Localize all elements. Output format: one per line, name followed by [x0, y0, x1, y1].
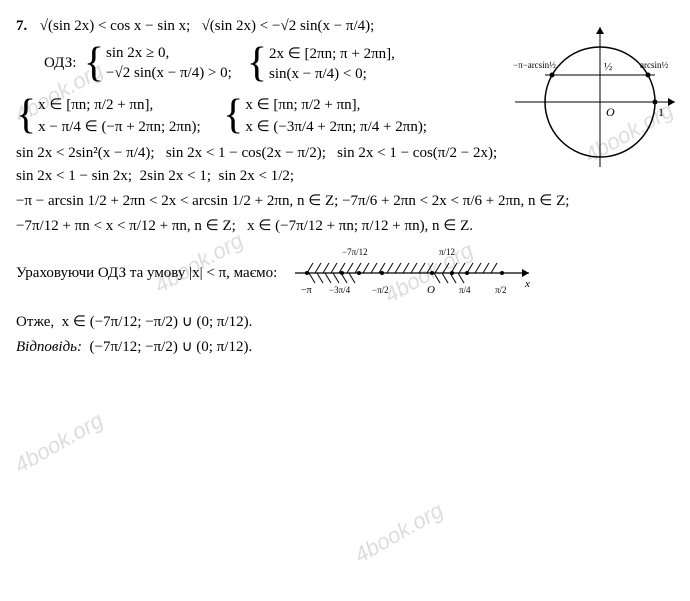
- system-2: { 2x ∈ [2πn; π + 2πn], sin(x − π/4) < 0;: [247, 41, 395, 86]
- expr-8a: −7π/12 + πn < x < π/12 + πn, n ∈ Z;: [16, 218, 236, 234]
- svg-text:π/12: π/12: [439, 247, 455, 257]
- deriv-line-6: sin 2x < 1 − sin 2x; 2sin 2x < 1; sin 2x…: [16, 168, 674, 185]
- svg-text:−π/2: −π/2: [372, 285, 389, 295]
- expr-6b: 2sin 2x < 1;: [140, 168, 211, 184]
- svg-text:−3π/4: −3π/4: [329, 285, 351, 295]
- svg-text:−7π/12: −7π/12: [342, 247, 368, 257]
- problem-number: 7.: [16, 18, 36, 35]
- expr-7: −π − arcsin 1/2 + 2πn < 2x < arcsin 1/2 …: [16, 193, 569, 209]
- number-line-diagram: −π −3π/4 −π/2 O π/4 π/2 −7π/12 π/12 x: [287, 241, 537, 306]
- svg-text:−π: −π: [301, 285, 312, 296]
- problem-line-1: 7. √(sin 2x) < cos x − sin x; √(sin 2x) …: [16, 18, 674, 35]
- system-1: { sin 2x ≥ 0, −√2 sin(x − π/4) > 0;: [84, 42, 232, 85]
- odz-row: ОДЗ: { sin 2x ≥ 0, −√2 sin(x − π/4) > 0;…: [44, 41, 674, 86]
- deriv-line-8: −7π/12 + πn < x < π/12 + πn, n ∈ Z; x ∈ …: [16, 216, 674, 235]
- sys2-line-b: sin(x − π/4) < 0;: [269, 66, 395, 83]
- svg-text:π/2: π/2: [495, 285, 507, 295]
- expr-1a: √(sin 2x) < cos x − sin x;: [40, 18, 191, 34]
- svg-text:O: O: [427, 284, 435, 296]
- answer-row: Відповідь: (−7π/12; −π/2) ∪ (0; π/12).: [16, 337, 674, 356]
- svg-text:π/4: π/4: [459, 285, 471, 295]
- conclusion-label: Отже,: [16, 314, 54, 330]
- expr-5a: sin 2x < 2sin²(x − π/4);: [16, 145, 155, 161]
- system-3: { x ∈ [πn; π/2 + πn], x − π/4 ∈ (−π + 2π…: [16, 92, 201, 139]
- sys4-line-b: x ∈ (−3π/4 + 2πn; π/4 + 2πn);: [245, 117, 427, 136]
- conclusion-expr: x ∈ (−7π/12; −π/2) ∪ (0; π/12).: [62, 314, 253, 330]
- condition-row: Ураховуючи ОДЗ та умову |x| < π, маємо:: [16, 241, 674, 306]
- systems-row-2: { x ∈ [πn; π/2 + πn], x − π/4 ∈ (−π + 2π…: [16, 92, 674, 139]
- watermark: 4book.org: [350, 497, 448, 568]
- sys1-line-b: −√2 sin(x − π/4) > 0;: [106, 65, 232, 82]
- expr-5c: sin 2x < 1 − cos(π/2 − 2x);: [337, 145, 497, 161]
- expr-8b: x ∈ (−7π/12 + πn; π/12 + πn), n ∈ Z.: [247, 218, 473, 234]
- sys1-line-a: sin 2x ≥ 0,: [106, 45, 232, 62]
- deriv-line-7: −π − arcsin 1/2 + 2πn < 2x < arcsin 1/2 …: [16, 191, 674, 210]
- watermark: 4book.org: [10, 407, 108, 478]
- answer-expr: (−7π/12; −π/2) ∪ (0; π/12).: [90, 339, 253, 355]
- condition-text: Ураховуючи ОДЗ та умову |x| < π, маємо:: [16, 265, 277, 281]
- sys2-line-a: 2x ∈ [2πn; π + 2πn],: [269, 44, 395, 63]
- odz-label: ОДЗ:: [44, 55, 76, 71]
- sys3-line-a: x ∈ [πn; π/2 + πn],: [38, 95, 200, 114]
- expr-5b: sin 2x < 1 − cos(2x − π/2);: [166, 145, 326, 161]
- sys3-line-b: x − π/4 ∈ (−π + 2πn; 2πn);: [38, 117, 200, 136]
- expr-6c: sin 2x < 1/2;: [219, 168, 295, 184]
- expr-1b: √(sin 2x) < −√2 sin(x − π/4);: [202, 18, 375, 34]
- system-4: { x ∈ [πn; π/2 + πn], x ∈ (−3π/4 + 2πn; …: [223, 92, 427, 139]
- svg-text:x: x: [524, 278, 530, 290]
- conclusion-row: Отже, x ∈ (−7π/12; −π/2) ∪ (0; π/12).: [16, 312, 674, 331]
- sys4-line-a: x ∈ [πn; π/2 + πn],: [245, 95, 427, 114]
- deriv-line-5: sin 2x < 2sin²(x − π/4); sin 2x < 1 − co…: [16, 145, 674, 162]
- expr-6a: sin 2x < 1 − sin 2x;: [16, 168, 132, 184]
- answer-label: Відповідь:: [16, 339, 82, 355]
